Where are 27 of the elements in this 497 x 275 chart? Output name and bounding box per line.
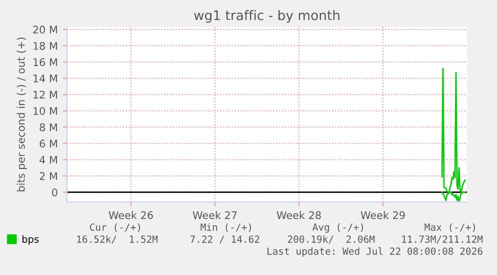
y-tick-label: 12 M	[34, 90, 57, 99]
text: Max (-/+)	[424, 223, 475, 232]
y-tick-label: 16 M	[34, 58, 57, 66]
chart-title: wg1 traffic - by month	[194, 10, 340, 23]
text: 200.19k/ 2.06M	[288, 235, 375, 244]
text: Last update: Wed Jul 22 08:00:08 2026	[267, 247, 482, 257]
x-tick-label: Week 26	[108, 211, 153, 220]
x-tick-label: Week 29	[360, 211, 405, 220]
y-tick-label: 8 M	[40, 123, 57, 132]
y-tick-label: 4 M	[40, 156, 57, 164]
y-tick-label: 14 M	[34, 74, 57, 82]
y-tick-label: 6 M	[40, 140, 57, 148]
legend-label: bps	[22, 235, 39, 245]
y-tick-label: 0	[52, 188, 58, 196]
text: 16.52k/ 1.52M	[77, 235, 158, 244]
text: 11.73M/211.12M	[402, 235, 483, 244]
x-tick-label: Week 27	[192, 211, 237, 220]
y-tick-label: 10 M	[34, 107, 57, 115]
y-tick-label: 2 M	[40, 172, 57, 180]
text: 7.22 / 14.62	[190, 235, 260, 244]
x-tick-label: Week 28	[276, 211, 321, 220]
text: Min (-/+)	[200, 223, 251, 232]
y-tick-label: 18 M	[34, 42, 57, 50]
y-axis-title: bits per second in (-) / out (+)	[16, 38, 27, 192]
y-tick-label: 20 M	[33, 26, 57, 34]
text: Avg (-/+)	[312, 223, 363, 233]
text: Cur (-/+)	[90, 223, 140, 232]
